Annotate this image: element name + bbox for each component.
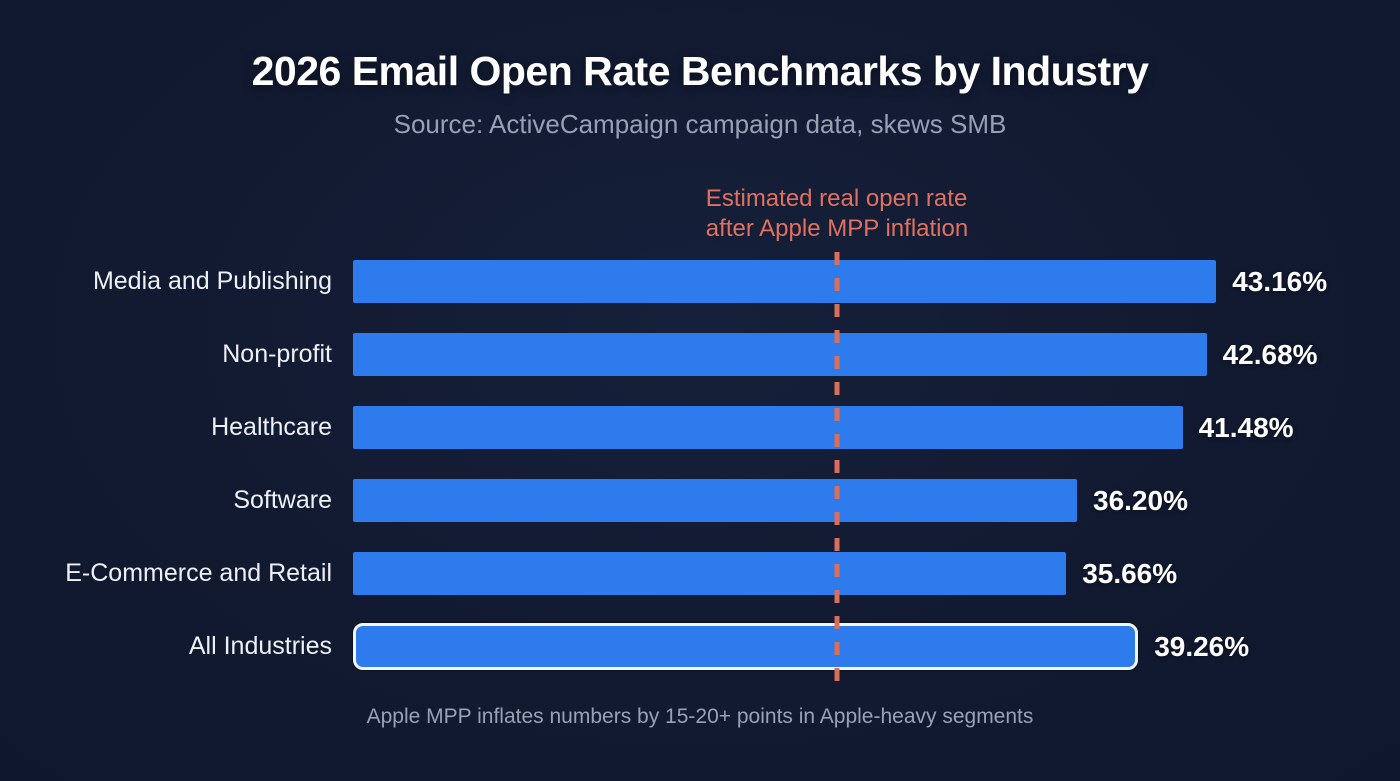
category-label: Non-profit [222, 340, 332, 368]
bar-track: 39.26% [353, 623, 1329, 670]
bar [353, 406, 1183, 449]
chart-title: 2026 Email Open Rate Benchmarks by Indus… [251, 48, 1149, 94]
value-label: 39.26% [1154, 631, 1250, 662]
value-label: 41.48% [1198, 412, 1294, 443]
chart-subtitle: Source: ActiveCampaign campaign data, sk… [393, 109, 1007, 139]
bar-track: 42.68% [353, 333, 1329, 376]
value-label: 42.68% [1222, 339, 1318, 370]
chart-row: Software 36.20% [0, 479, 1329, 522]
bar [353, 333, 1207, 376]
bar-track: 35.66% [353, 552, 1329, 595]
bar-track: 41.48% [353, 406, 1329, 449]
category-label: Media and Publishing [92, 267, 332, 295]
category-label: E-Commerce and Retail [65, 559, 332, 587]
category-label: Healthcare [211, 413, 332, 441]
chart-row: E-Commerce and Retail 35.66% [0, 552, 1329, 595]
category-label: All Industries [188, 632, 332, 660]
bar-highlighted [353, 623, 1139, 670]
bar [353, 479, 1077, 522]
value-label: 35.66% [1082, 558, 1178, 589]
chart-row: All Industries 39.26% [0, 623, 1329, 670]
bar [353, 260, 1217, 303]
value-label: 36.20% [1093, 485, 1188, 516]
chart-row: Media and Publishing 43.16% [0, 260, 1329, 303]
chart-rows: Media and Publishing 43.16% Non-profit 42.6… [0, 157, 1329, 670]
bar-track: 43.16% [353, 260, 1329, 303]
category-label: Software [233, 486, 332, 514]
chart-row: Healthcare 41.48% [0, 406, 1329, 449]
chart-header: 2026 Email Open Rate Benchmarks by Indus… [0, 0, 1400, 140]
chart-row: Non-profit 42.68% [0, 333, 1329, 376]
value-label: 43.16% [1232, 266, 1328, 297]
bar-track: 36.20% [353, 479, 1329, 522]
bar [353, 552, 1067, 595]
chart-footnote: Apple MPP inflates numbers by 15-20+ poi… [366, 705, 1034, 728]
bar-chart: Estimated real open rate after Apple MPP… [0, 157, 1400, 685]
